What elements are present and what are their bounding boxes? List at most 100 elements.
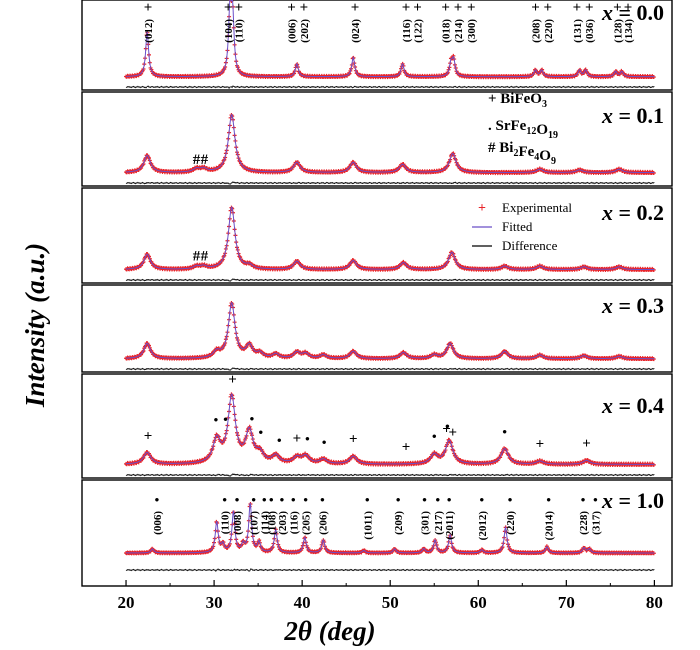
difference-line [125,181,655,185]
legend: + Experimental Fitted Difference [472,200,572,253]
panel-label-var: x [601,103,613,128]
phase-legend-text: O [536,122,548,138]
phase-legend-text: # Bi [488,140,513,156]
phase-marker: + [234,0,243,16]
phase-marker: + [441,0,450,16]
phase-legend: + BiFeO3. SrFe12O19# Bi2Fe4O9 [488,91,558,167]
panel-5: x = 0.4+• •+••• + • • + +••++ •+ + [81,372,673,479]
hkl-label: (036) [584,19,596,43]
hkl-label: (228) [578,511,590,535]
x-tick-label: 60 [470,593,487,612]
x-tick-label: 30 [206,593,223,612]
phase-legend-entry: # Bi2Fe4O9 [488,140,556,167]
panel-label-value: = 1.0 [613,488,664,513]
hkl-label: (012) [143,19,155,43]
phase-marker: • [593,492,598,507]
phase-legend-subscript: 4 [534,152,539,163]
hkl-label: (301) [420,511,432,535]
panel-label-var: x [601,393,613,418]
phase-legend-text: + BiFeO [488,91,542,107]
x-tick-label: 50 [382,593,399,612]
difference-line [125,473,655,477]
phase-marker: + [544,0,553,16]
legend-label: Fitted [502,219,533,234]
phase-legend-subscript: 19 [548,130,558,141]
x-tick-label: 40 [294,593,311,612]
phase-marker: # [201,249,209,265]
phase-marker: + [293,431,302,447]
phase-marker: + [402,0,411,16]
x-tick-label: 80 [646,593,663,612]
fitted-line [125,206,655,271]
hkl-label: (317) [590,511,602,535]
phase-marker: • [396,492,401,507]
hkl-label: (114) [259,511,271,535]
hkl-label: (018) [441,19,453,43]
phase-marker: • [305,431,310,446]
difference-line [125,85,655,89]
y-axis-title: Intensity (a.u.) [20,243,50,408]
phase-marker: # [201,152,209,168]
panel-label-var: x [601,0,613,25]
panel-label: x = 0.0 [601,0,664,25]
panel-frame [81,479,673,587]
phase-marker: • [277,433,282,448]
phase-legend-entry: + BiFeO3 [488,91,547,110]
phase-marker: • [546,492,551,507]
panel-label-var: x [601,488,613,513]
phase-marker: • [320,492,325,507]
phase-marker: + [573,0,582,16]
hkl-label: (2012) [477,511,489,541]
hkl-label: (008) [232,511,244,535]
phase-marker: • [447,492,452,507]
phase-marker: • [445,419,450,434]
phase-marker: • [480,492,485,507]
hkl-label: (024) [350,19,362,43]
phase-marker: • [258,424,263,439]
phase-marker: • [280,492,285,507]
phase-marker: • [435,492,440,507]
hkl-label: (108) [266,511,278,535]
panel-frame [81,91,673,187]
hkl-label: (104) [223,19,235,43]
hkl-label: (116) [401,19,413,43]
hkl-label: (1011) [362,511,374,540]
phase-marker: + [582,436,591,452]
phase-legend-subscript: 3 [542,99,547,110]
phase-marker: • [214,412,219,427]
fitted-line [126,0,655,78]
phase-marker: + [536,436,545,452]
phase-marker: + [349,432,358,448]
hkl-label: (220) [505,511,517,535]
panel-label-value: = 0.0 [613,0,664,25]
panel-label-value: = 0.1 [613,103,664,128]
hkl-label: (110) [234,19,246,43]
hkl-label: (300) [466,19,478,43]
phase-marker: • [269,492,274,507]
phase-marker: • [291,492,296,507]
panel-label-value: = 0.2 [613,200,664,225]
phase-marker: • [432,429,437,444]
panel-label-value: = 0.4 [613,393,664,418]
panel-frame [81,0,673,91]
phase-marker: + [228,372,237,388]
hkl-label: (209) [393,511,405,535]
panel-1: x = 0.0+(012)+(104)+(110)+(006)+(202)+(0… [81,0,673,91]
hkl-label: (203) [277,511,289,535]
hkl-label: (202) [299,19,311,43]
x-axis-title: 2θ (deg) [283,616,375,646]
panels-group: x = 0.0+(012)+(104)+(110)+(006)+(202)+(0… [81,0,673,587]
panel-label-value: = 0.3 [613,293,664,318]
panel-label: x = 0.1 [601,103,664,128]
panel-3: x = 0.2 # # [81,187,673,284]
phase-marker: + [448,425,457,441]
phase-marker: + [613,0,622,16]
experimental-points [124,301,656,362]
phase-legend-subscript: 12 [526,126,536,137]
legend-label: Difference [502,238,558,253]
fitted-line [126,502,655,554]
fitted-line [125,113,655,174]
experimental-points [124,392,656,467]
difference-line [125,367,655,371]
